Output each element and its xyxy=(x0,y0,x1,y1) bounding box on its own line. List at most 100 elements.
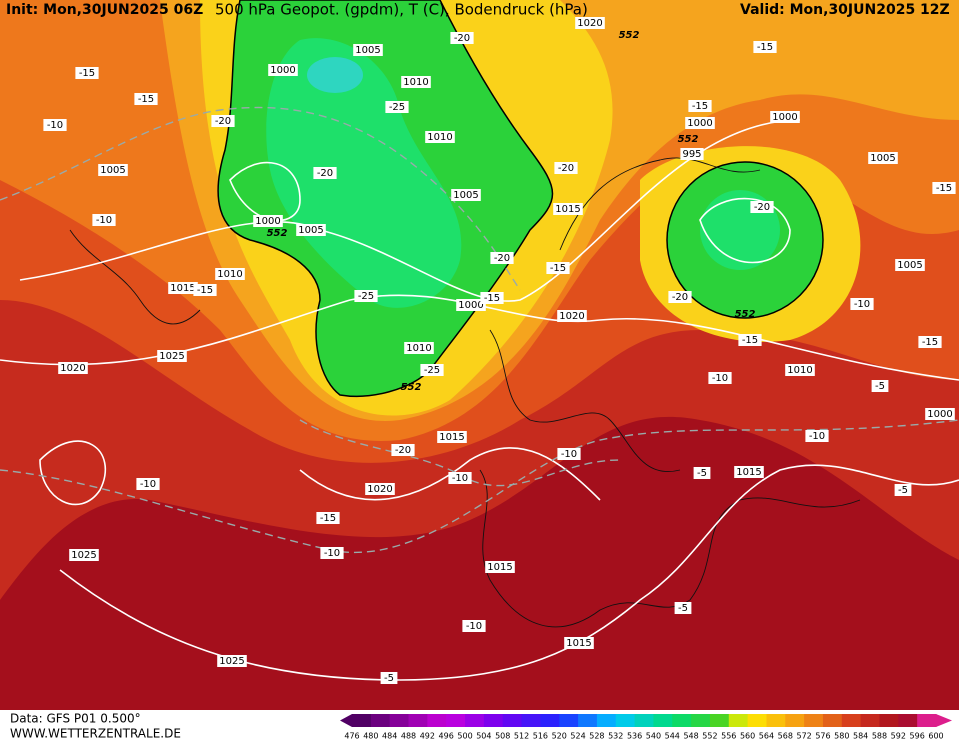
label-box xyxy=(557,448,581,460)
colorbar-arrow-high xyxy=(936,714,952,727)
contour-label: 1010 xyxy=(787,365,812,376)
contour-label: 1005 xyxy=(870,153,895,164)
label-box xyxy=(564,637,594,649)
contour-label: -10 xyxy=(854,299,870,310)
colorbar-cell xyxy=(370,714,391,727)
label-box xyxy=(575,17,605,29)
contour-label: -10 xyxy=(466,621,482,632)
label-box xyxy=(134,93,158,105)
contour-label: 1015 xyxy=(439,432,464,443)
label-box xyxy=(157,350,187,362)
colorbar-cell xyxy=(653,714,673,727)
label-box xyxy=(92,214,116,226)
label-box xyxy=(391,444,415,456)
label-box xyxy=(217,655,247,667)
contour-label: -15 xyxy=(692,101,708,112)
label-box xyxy=(75,67,99,79)
colorbar-label: 596 xyxy=(910,732,925,741)
colorbar-cell xyxy=(728,714,749,727)
low-height-core xyxy=(266,38,462,308)
colorbar-label: 508 xyxy=(495,732,510,741)
height-label: 552 xyxy=(678,134,699,145)
colorbar-label: 588 xyxy=(872,732,887,741)
colorbar-label: 492 xyxy=(420,732,435,741)
colorbar-label: 536 xyxy=(627,732,642,741)
isobar xyxy=(39,440,106,506)
contour-label: -25 xyxy=(389,102,405,113)
label-box xyxy=(215,268,245,280)
map-title: 500 hPa Geopot. (gpdm), T (C), Bodendruc… xyxy=(215,1,588,19)
colorbar-cell xyxy=(389,714,410,727)
colorbar-label: 504 xyxy=(476,732,491,741)
contour-label: 1000 xyxy=(458,300,483,311)
contour-label: -20 xyxy=(317,168,333,179)
contour-label: -25 xyxy=(358,291,374,302)
label-box xyxy=(437,431,467,443)
colorbar-cell xyxy=(615,714,636,727)
colorbar-label: 600 xyxy=(928,732,943,741)
label-box xyxy=(557,310,587,322)
isobar xyxy=(699,197,791,264)
contour-label: 1015 xyxy=(170,283,195,294)
contour-label: 1020 xyxy=(60,363,85,374)
contour-label: -10 xyxy=(561,449,577,460)
label-box xyxy=(770,111,800,123)
contour-label: -15 xyxy=(138,94,154,105)
contour-label: -20 xyxy=(754,202,770,213)
contour-label: 1015 xyxy=(566,638,591,649)
colorbar-label: 516 xyxy=(533,732,548,741)
colorbar-label: 540 xyxy=(646,732,661,741)
low-height-minimum xyxy=(307,57,363,93)
label-box xyxy=(668,291,692,303)
contour-label: 1025 xyxy=(71,550,96,561)
isobar xyxy=(299,447,601,501)
isotherms xyxy=(0,106,959,553)
colorbar-cell xyxy=(898,714,918,727)
contour-label: 1025 xyxy=(219,656,244,667)
colorbar-label: 496 xyxy=(439,732,454,741)
label-box xyxy=(420,364,444,376)
colorbar-cell xyxy=(691,714,711,727)
contour-label: -15 xyxy=(484,293,500,304)
label-box xyxy=(316,512,340,524)
label-box xyxy=(925,408,955,420)
colorbar-label: 548 xyxy=(683,732,698,741)
contour-label: -20 xyxy=(672,292,688,303)
label-box xyxy=(895,259,925,271)
label-box xyxy=(253,215,283,227)
colorbar-cell xyxy=(841,714,862,727)
contour-label: 1010 xyxy=(217,269,242,280)
isotherm xyxy=(0,106,521,291)
contour-label: 1020 xyxy=(367,484,392,495)
label-box xyxy=(680,148,704,160)
contour-label: 1010 xyxy=(427,132,452,143)
colorbar-cell xyxy=(465,714,485,727)
label-box xyxy=(168,282,198,294)
label-box xyxy=(98,164,128,176)
label-box xyxy=(451,189,481,201)
contour-label: 1005 xyxy=(355,45,380,56)
label-box xyxy=(805,430,829,442)
colorbar-cell xyxy=(502,714,523,727)
colorbar-label: 480 xyxy=(363,732,378,741)
contour-label: -15 xyxy=(922,337,938,348)
contour-labels: 1005 1000 1010 1010 1005 1000 1005 1010 1015 1025… xyxy=(43,17,956,684)
label-box xyxy=(750,201,774,213)
colorbar-label: 560 xyxy=(740,732,755,741)
colorbar-label: 552 xyxy=(702,732,717,741)
colorbar-cell xyxy=(879,714,899,727)
contour-label: 1015 xyxy=(736,467,761,478)
contour-label: -10 xyxy=(96,215,112,226)
label-box xyxy=(674,602,692,614)
isotherm xyxy=(0,419,959,553)
contour-label: 1015 xyxy=(487,562,512,573)
colorbar-cell xyxy=(747,714,767,727)
label-box xyxy=(490,252,514,264)
contour-label: -15 xyxy=(936,183,952,194)
label-box xyxy=(365,483,395,495)
contour-label: -15 xyxy=(197,285,213,296)
colorbar-cell xyxy=(352,714,372,727)
contour-label: -15 xyxy=(742,335,758,346)
label-box xyxy=(268,64,298,76)
label-box xyxy=(58,362,88,374)
